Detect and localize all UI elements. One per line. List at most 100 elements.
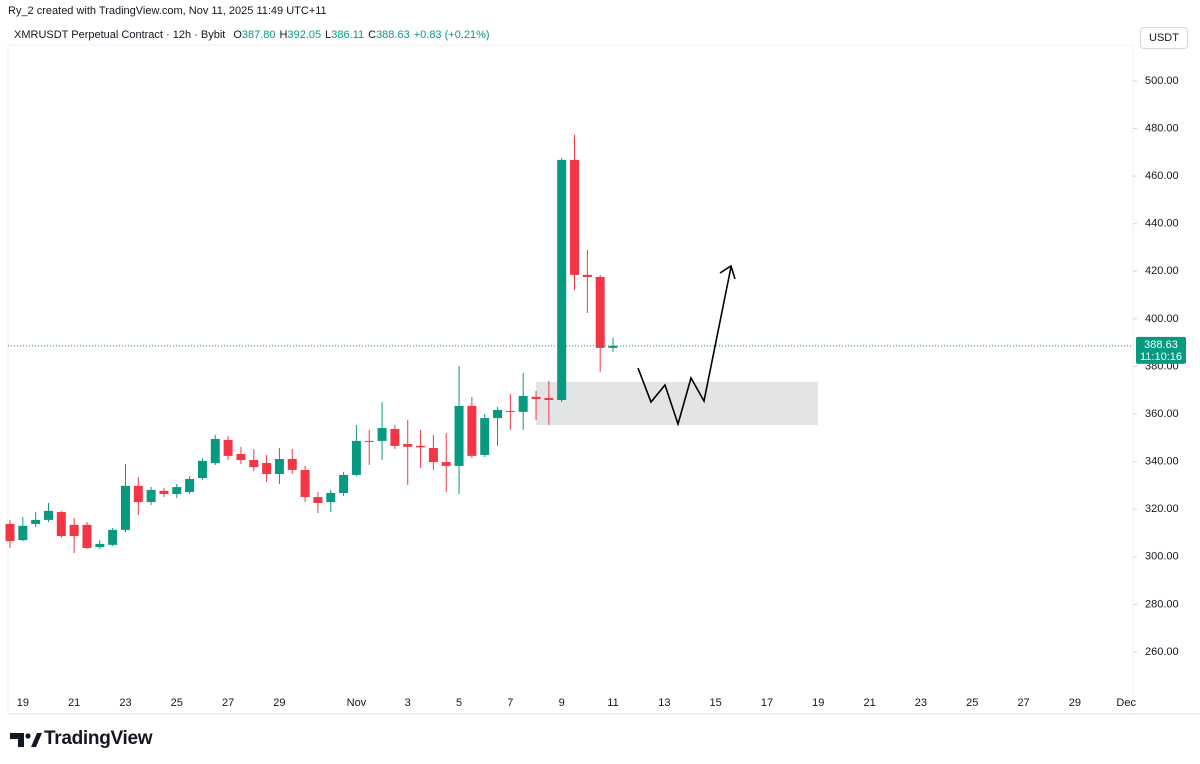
candle-body bbox=[108, 529, 118, 545]
x-tick-label: 7 bbox=[507, 697, 513, 709]
candle-body bbox=[236, 453, 246, 460]
ohlc-legend: O387.80 H392.05 L386.11 C388.63 bbox=[233, 29, 413, 41]
y-tick-label: 300.00 bbox=[1145, 551, 1179, 563]
x-tick-label: 21 bbox=[863, 697, 875, 709]
candle-body bbox=[120, 485, 130, 530]
candle-body bbox=[364, 440, 374, 442]
candle-body bbox=[185, 478, 195, 493]
x-tick-label: 5 bbox=[456, 697, 462, 709]
pane-frame bbox=[7, 44, 1134, 715]
candle-body bbox=[172, 487, 182, 494]
y-tick-label: 260.00 bbox=[1145, 646, 1179, 658]
x-tick-label: 19 bbox=[812, 697, 824, 709]
candle-body bbox=[390, 429, 400, 446]
candle-body bbox=[518, 395, 528, 412]
candle-body bbox=[377, 428, 387, 441]
y-tick-label: 320.00 bbox=[1145, 503, 1179, 515]
price-tag-value: 388.63 bbox=[1144, 339, 1178, 351]
x-tick-label: 11 bbox=[607, 697, 618, 709]
projection-path bbox=[637, 266, 732, 427]
candle-body bbox=[82, 524, 92, 548]
x-tick-label: 29 bbox=[273, 697, 285, 709]
x-tick-label: 13 bbox=[658, 697, 670, 709]
candle-body bbox=[326, 493, 336, 503]
x-tick-label: Nov bbox=[347, 697, 367, 709]
candle-body bbox=[18, 525, 28, 541]
candle-body bbox=[467, 405, 477, 456]
x-tick-label: 23 bbox=[915, 697, 927, 709]
candle-body bbox=[608, 345, 618, 348]
candle-body bbox=[454, 405, 464, 466]
candle-body bbox=[159, 490, 169, 494]
y-tick-label: 440.00 bbox=[1145, 218, 1179, 230]
candle-body bbox=[133, 485, 143, 503]
ohlc-value: 386.11 bbox=[331, 29, 365, 41]
x-tick-label: 17 bbox=[761, 697, 773, 709]
candle-body bbox=[351, 440, 361, 475]
candle-body bbox=[249, 459, 259, 468]
candle-body bbox=[210, 439, 220, 464]
candle-body bbox=[403, 444, 413, 447]
change: +0.83 (+0.21%) bbox=[413, 29, 490, 41]
projection-arrowhead bbox=[719, 264, 736, 280]
ohlc-label: H bbox=[279, 29, 288, 41]
ohlc-value: 392.05 bbox=[287, 29, 322, 41]
x-tick-label: 15 bbox=[710, 697, 722, 709]
y-tick-label: 360.00 bbox=[1145, 408, 1179, 420]
candle-body bbox=[557, 159, 567, 400]
x-tick-label: 9 bbox=[559, 697, 565, 709]
ohlc-label: O bbox=[233, 29, 242, 41]
candle-body bbox=[493, 409, 503, 419]
price-tag-countdown: 11:10:16 bbox=[1140, 351, 1182, 363]
candles bbox=[5, 134, 618, 553]
candle-body bbox=[287, 458, 297, 470]
candle-body bbox=[262, 463, 272, 474]
tv-logo bbox=[10, 733, 42, 747]
x-tick-label: 23 bbox=[119, 697, 131, 709]
x-tick-label: 29 bbox=[1069, 697, 1081, 709]
candle-body bbox=[531, 396, 541, 400]
candle-body bbox=[441, 462, 451, 466]
ohlc-label: L bbox=[325, 29, 332, 41]
ohlc-label: C bbox=[368, 29, 377, 41]
y-tick-label: 280.00 bbox=[1145, 598, 1179, 610]
x-tick-label: 27 bbox=[222, 697, 234, 709]
candle-body bbox=[544, 398, 554, 400]
candle-body bbox=[428, 448, 438, 463]
candle-body bbox=[31, 519, 41, 524]
symbol-legend: XMRUSDT Perpetual Contract · 12h · Bybit… bbox=[14, 29, 494, 41]
candle-body bbox=[274, 458, 284, 474]
ohlc-value: 388.63 bbox=[376, 29, 410, 41]
candle-body bbox=[146, 489, 156, 503]
x-tick-label: 25 bbox=[966, 697, 978, 709]
y-tick-label: 500.00 bbox=[1145, 75, 1179, 87]
candle-body bbox=[43, 510, 53, 520]
candle-body bbox=[416, 445, 426, 448]
candle-body bbox=[339, 474, 349, 494]
candle-body bbox=[300, 469, 310, 498]
candle-body bbox=[56, 512, 66, 537]
price-tag bbox=[1136, 336, 1186, 364]
candle-body bbox=[223, 439, 233, 456]
x-tick-label: 19 bbox=[17, 697, 29, 709]
candle-body bbox=[313, 497, 323, 504]
y-tick-label: 400.00 bbox=[1145, 313, 1179, 325]
y-tick-label: 340.00 bbox=[1145, 456, 1179, 468]
x-tick-label: 21 bbox=[68, 697, 80, 709]
y-tick-label: 420.00 bbox=[1145, 265, 1179, 277]
x-tick-label: 3 bbox=[405, 697, 411, 709]
symbol-line: XMRUSDT Perpetual Contract · 12h · Bybit bbox=[14, 29, 226, 41]
x-tick-label: 25 bbox=[171, 697, 183, 709]
candle-body bbox=[570, 159, 580, 275]
y-tick-label: 480.00 bbox=[1145, 122, 1179, 134]
x-tick-label: Dec bbox=[1116, 697, 1136, 709]
x-tick-label: 27 bbox=[1017, 697, 1029, 709]
ohlc-value: 387.80 bbox=[241, 29, 276, 41]
y-tick-label: 460.00 bbox=[1145, 170, 1179, 182]
support-zone bbox=[536, 382, 818, 425]
candle-body bbox=[595, 276, 605, 348]
candle-body bbox=[480, 418, 490, 455]
currency-button[interactable]: USDT bbox=[1140, 27, 1188, 49]
